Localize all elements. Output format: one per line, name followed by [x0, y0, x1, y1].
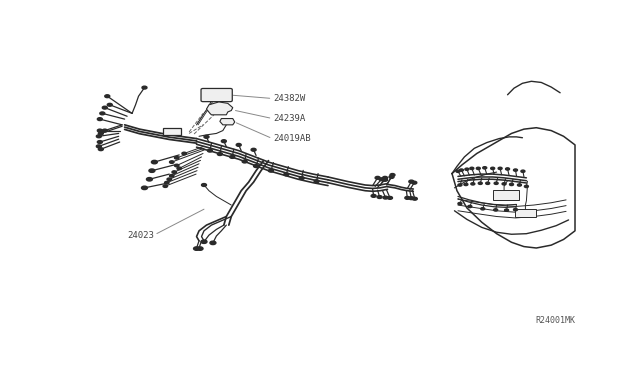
FancyBboxPatch shape [201, 89, 232, 102]
Circle shape [383, 196, 388, 199]
Circle shape [513, 208, 518, 211]
Circle shape [163, 185, 168, 187]
Circle shape [177, 167, 181, 170]
Circle shape [97, 145, 101, 148]
Circle shape [476, 167, 480, 170]
Circle shape [300, 177, 304, 180]
Circle shape [167, 178, 172, 180]
Circle shape [102, 129, 108, 132]
Circle shape [236, 144, 241, 146]
Circle shape [383, 179, 388, 181]
Circle shape [390, 173, 395, 176]
Polygon shape [220, 119, 235, 125]
Circle shape [460, 169, 463, 171]
Circle shape [284, 173, 289, 176]
Circle shape [465, 168, 469, 170]
Circle shape [513, 169, 518, 171]
FancyBboxPatch shape [515, 209, 536, 217]
Circle shape [175, 164, 179, 167]
Circle shape [493, 209, 498, 211]
Circle shape [506, 168, 509, 170]
Circle shape [412, 181, 417, 184]
Circle shape [456, 170, 460, 172]
Circle shape [504, 209, 509, 211]
Circle shape [491, 167, 495, 170]
Circle shape [182, 152, 186, 155]
Circle shape [471, 183, 475, 185]
Circle shape [509, 183, 513, 186]
Circle shape [464, 183, 468, 186]
Circle shape [498, 167, 502, 170]
Text: 24019AB: 24019AB [273, 134, 311, 143]
Circle shape [379, 178, 384, 181]
Circle shape [377, 196, 382, 198]
Circle shape [172, 171, 177, 173]
Circle shape [230, 155, 235, 158]
Circle shape [164, 182, 169, 184]
Circle shape [170, 161, 174, 163]
Circle shape [458, 202, 462, 205]
Circle shape [102, 106, 108, 109]
Circle shape [141, 186, 147, 190]
Circle shape [524, 185, 529, 187]
Circle shape [521, 170, 525, 172]
Circle shape [201, 240, 207, 243]
Circle shape [389, 176, 394, 179]
Circle shape [170, 174, 174, 177]
FancyBboxPatch shape [163, 128, 181, 135]
FancyBboxPatch shape [493, 190, 519, 200]
Circle shape [218, 153, 222, 155]
Circle shape [99, 132, 103, 135]
Text: 24023: 24023 [127, 231, 154, 240]
Circle shape [149, 169, 155, 172]
Circle shape [204, 135, 209, 138]
Circle shape [405, 196, 410, 199]
Circle shape [147, 177, 152, 181]
Circle shape [371, 195, 376, 197]
Circle shape [197, 247, 203, 250]
Circle shape [468, 205, 472, 208]
Circle shape [97, 129, 102, 132]
Circle shape [97, 135, 101, 138]
Circle shape [221, 140, 227, 142]
Circle shape [105, 95, 110, 97]
Text: 24382W: 24382W [273, 94, 306, 103]
Circle shape [470, 167, 474, 170]
Circle shape [210, 241, 216, 244]
Circle shape [409, 197, 414, 200]
Circle shape [175, 157, 179, 159]
Circle shape [483, 167, 486, 169]
Circle shape [412, 197, 417, 200]
Circle shape [269, 169, 273, 172]
Circle shape [375, 176, 380, 179]
Text: R24001MK: R24001MK [535, 316, 575, 326]
Circle shape [409, 180, 414, 183]
Circle shape [108, 103, 112, 106]
Circle shape [97, 118, 102, 121]
Circle shape [478, 182, 483, 185]
Circle shape [242, 160, 247, 163]
Circle shape [388, 196, 392, 199]
Polygon shape [207, 102, 233, 115]
Circle shape [502, 183, 506, 185]
Circle shape [314, 180, 319, 183]
Circle shape [152, 160, 157, 164]
Circle shape [251, 148, 256, 151]
Circle shape [207, 149, 212, 152]
Circle shape [142, 86, 147, 89]
Circle shape [518, 184, 522, 186]
Circle shape [202, 183, 207, 186]
Circle shape [494, 182, 498, 185]
Circle shape [383, 176, 388, 179]
Circle shape [193, 247, 200, 250]
Circle shape [100, 112, 105, 115]
Circle shape [253, 165, 259, 167]
Circle shape [458, 184, 462, 186]
Text: 24239A: 24239A [273, 114, 306, 123]
Circle shape [481, 208, 484, 210]
Circle shape [99, 148, 103, 151]
Circle shape [97, 141, 102, 144]
Circle shape [486, 182, 490, 185]
